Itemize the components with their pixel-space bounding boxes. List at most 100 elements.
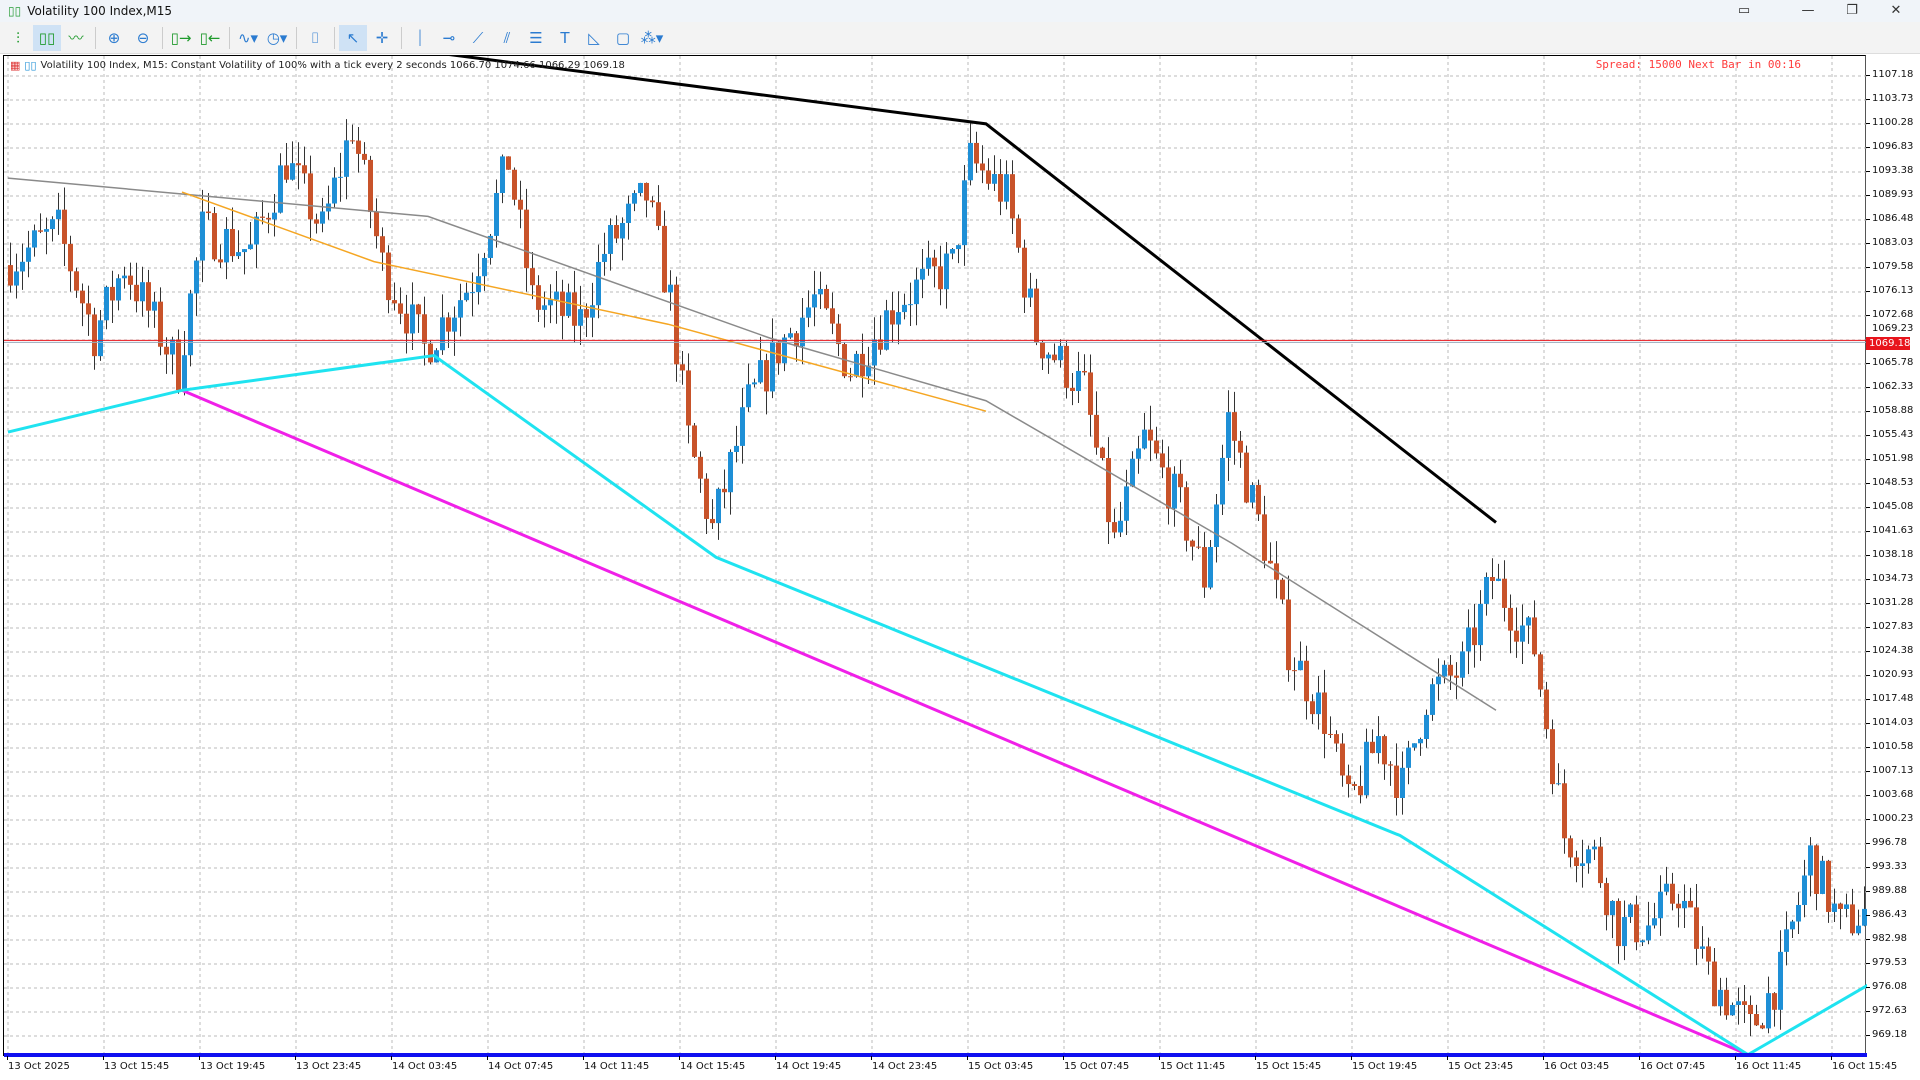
- time-tick: [1255, 1056, 1256, 1060]
- candle-bear: [374, 212, 379, 237]
- candle-bull: [1520, 625, 1525, 642]
- candle-bull: [962, 180, 967, 246]
- chart-window[interactable]: ▦ ▯▯ Volatility 100 Index, M15: Constant…: [0, 55, 1920, 1080]
- symbol-description: Volatility 100 Index, M15: Constant Vola…: [40, 60, 625, 71]
- close-button[interactable]: ✕: [1890, 3, 1902, 18]
- timeframes-icon[interactable]: ◷▾: [266, 28, 288, 47]
- candle-bull: [50, 219, 55, 230]
- candle-bull: [1442, 664, 1447, 677]
- candle-bull: [596, 261, 601, 306]
- fibonacci-icon[interactable]: ☰: [529, 28, 543, 47]
- time-tick: [103, 1056, 104, 1060]
- moving-average-gray: [7, 177, 1497, 711]
- price-tick: [1866, 123, 1870, 124]
- restore-tab-icon[interactable]: ▭: [1737, 3, 1751, 18]
- candle-bull: [1400, 767, 1405, 798]
- horizontal-line-icon[interactable]: ⊸: [442, 28, 456, 47]
- candle-bear: [110, 286, 115, 301]
- candle-bear: [1490, 577, 1495, 581]
- price-tick: [1866, 963, 1870, 964]
- candlestick-chart-icon[interactable]: ▯▯: [33, 24, 61, 51]
- chart-shift-icon[interactable]: ▯→: [170, 28, 192, 47]
- bar-chart-icon[interactable]: ⫶: [16, 28, 20, 47]
- cursor-icon[interactable]: ↖: [339, 24, 367, 51]
- candle-bear: [164, 346, 169, 355]
- triangle-icon[interactable]: ◺: [588, 28, 600, 47]
- price-axis[interactable]: 1107.18 1103.73 1100.28 1096.83 1093.38 1089.…: [1866, 55, 1920, 1056]
- candle-bull: [734, 445, 739, 452]
- candle-bear: [446, 317, 451, 332]
- candle-bull: [1796, 904, 1801, 922]
- candle-bull: [1364, 741, 1369, 796]
- rectangle-icon[interactable]: ▢: [615, 28, 631, 47]
- candle-bull: [278, 165, 283, 213]
- candle-bull: [1820, 860, 1825, 894]
- candle-bull: [1058, 345, 1063, 361]
- candle-bull: [200, 211, 205, 261]
- time-label: 13 Oct 23:45: [296, 1061, 362, 1072]
- candle-bull: [332, 177, 337, 204]
- candle-bear: [512, 169, 517, 200]
- zoom-in-icon[interactable]: ⊕: [107, 28, 121, 47]
- candle-bull: [500, 156, 505, 194]
- indicators-icon[interactable]: ∿▾: [237, 28, 259, 47]
- candle-bull: [728, 451, 733, 493]
- candle-bear: [1304, 660, 1309, 702]
- minimize-button[interactable]: —: [1801, 3, 1815, 18]
- candle-bull: [338, 176, 343, 178]
- candle-bull: [812, 294, 817, 308]
- candle-bear: [1454, 675, 1459, 678]
- time-tick: [583, 1056, 584, 1060]
- candle-bear: [1826, 860, 1831, 912]
- candle-bull: [944, 253, 949, 290]
- candle-bull: [1130, 458, 1135, 487]
- candle-bear: [68, 243, 73, 272]
- candle-bear: [644, 182, 649, 201]
- candle-bear: [848, 376, 853, 378]
- zoom-out-icon[interactable]: ⊖: [136, 28, 150, 47]
- text-icon[interactable]: T: [560, 28, 570, 47]
- candle-bull: [1484, 577, 1489, 604]
- maximize-button[interactable]: ❐: [1846, 3, 1858, 18]
- line-chart-icon[interactable]: 〰: [68, 29, 84, 47]
- price-label: 1103.73: [1872, 93, 1914, 104]
- candle-bear: [1502, 578, 1507, 608]
- candle-bear: [1292, 670, 1297, 672]
- chart-canvas[interactable]: [4, 56, 1867, 1057]
- candle-bull: [482, 257, 487, 277]
- candle-bull: [926, 257, 931, 269]
- candle-bear: [1040, 342, 1045, 359]
- price-label: 1058.88: [1872, 405, 1914, 416]
- time-axis[interactable]: 13 Oct 2025 13 Oct 15:45 13 Oct 19:45 13 Oc…: [0, 1056, 1920, 1080]
- candle-bear: [614, 225, 619, 239]
- time-label: 16 Oct 07:45: [1640, 1061, 1706, 1072]
- time-label: 15 Oct 07:45: [1064, 1061, 1130, 1072]
- time-label: 16 Oct 03:45: [1544, 1061, 1610, 1072]
- candle-bull: [1730, 1004, 1735, 1016]
- time-label: 15 Oct 23:45: [1448, 1061, 1514, 1072]
- screenshot-icon[interactable]: ⌷: [310, 28, 320, 47]
- candle-bear: [1154, 440, 1159, 454]
- shapes-icon[interactable]: ⁂▾: [640, 28, 664, 47]
- candle-bear: [932, 257, 937, 267]
- candle-bear: [392, 300, 397, 304]
- trendline-icon[interactable]: ⟋: [472, 28, 484, 47]
- candle-bear: [266, 217, 271, 220]
- candle-bull: [344, 140, 349, 177]
- equidistant-channel-icon[interactable]: ⫽: [503, 28, 511, 47]
- chart-plot-area[interactable]: ▦ ▯▯ Volatility 100 Index, M15: Constant…: [3, 55, 1867, 1057]
- time-tick: [967, 1056, 968, 1060]
- candle-bear: [1268, 560, 1273, 564]
- one-click-trading-icon[interactable]: ▦: [10, 59, 21, 72]
- candle-bull: [98, 320, 103, 357]
- candle-bear: [1772, 993, 1777, 1010]
- crosshair-icon[interactable]: ✛: [375, 28, 389, 47]
- candle-bull: [1028, 288, 1033, 298]
- candle-bear: [824, 288, 829, 309]
- vertical-line-icon[interactable]: ⏐: [415, 28, 425, 47]
- candle-bull: [548, 299, 553, 306]
- autoscroll-icon[interactable]: ▯←: [199, 28, 221, 47]
- price-tick: [1866, 627, 1870, 628]
- price-label: 1079.58: [1872, 261, 1914, 272]
- candle-bear: [1712, 961, 1717, 1007]
